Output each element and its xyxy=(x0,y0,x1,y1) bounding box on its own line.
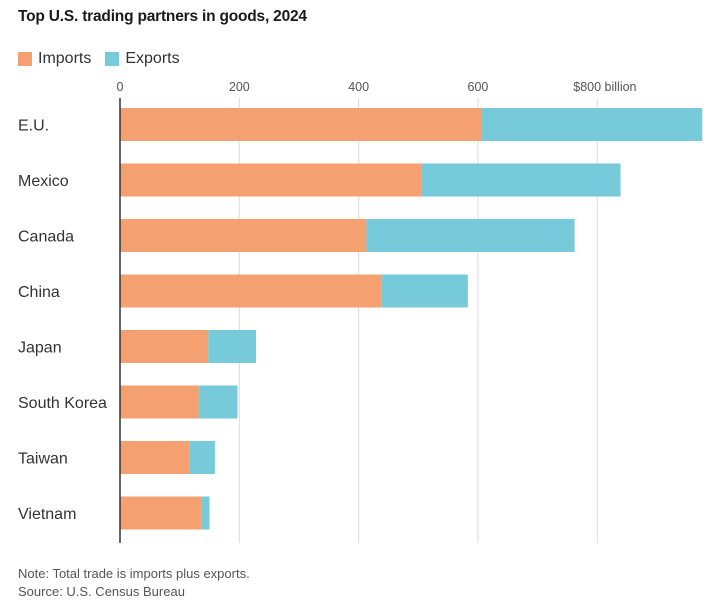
bar-china-imports xyxy=(120,274,382,308)
bar-mexico-imports xyxy=(120,163,422,197)
chart-title: Top U.S. trading partners in goods, 2024 xyxy=(18,8,307,25)
category-label-vietnam: Vietnam xyxy=(18,506,76,523)
x-tick-label-400: 400 xyxy=(348,80,369,94)
legend-item-exports: Exports xyxy=(105,50,180,68)
bar-e-u-exports xyxy=(481,108,703,141)
bar-japan-exports xyxy=(208,330,257,363)
category-label-china: China xyxy=(18,284,60,301)
bar-canada-imports xyxy=(120,219,367,252)
legend-item-imports: Imports xyxy=(18,50,91,68)
chart-source: Source: U.S. Census Bureau xyxy=(18,584,185,599)
category-label-taiwan: Taiwan xyxy=(18,451,68,468)
category-label-canada: Canada xyxy=(18,229,74,246)
x-tick-label-0: 0 xyxy=(117,80,124,94)
category-label-japan: Japan xyxy=(18,340,62,357)
bar-taiwan-imports xyxy=(120,441,190,474)
x-tick-label-800: $800 billion xyxy=(573,80,636,94)
bar-mexico-exports xyxy=(421,163,621,197)
bar-japan-imports xyxy=(120,330,209,363)
legend-swatch-exports xyxy=(105,52,120,66)
bar-canada-exports xyxy=(366,219,575,252)
bar-south-korea-exports xyxy=(198,385,238,419)
legend-swatch-imports xyxy=(18,52,32,66)
category-label-mexico: Mexico xyxy=(18,173,69,190)
x-tick-label-200: 200 xyxy=(229,80,250,94)
x-tick-label-600: 600 xyxy=(468,80,489,94)
chart-legend: Imports Exports xyxy=(18,50,194,68)
bar-vietnam-exports xyxy=(201,496,210,530)
legend-label-imports: Imports xyxy=(38,50,92,67)
chart-note: Note: Total trade is imports plus export… xyxy=(18,566,250,581)
category-label-south-korea: South Korea xyxy=(18,395,107,412)
category-label-e-u: E.U. xyxy=(18,118,49,135)
bar-china-exports xyxy=(381,274,468,308)
bar-chart-plot: 0 200 400 600 $800 billion E.U. Mexico Canada Ch… xyxy=(18,80,703,543)
bar-taiwan-exports xyxy=(189,441,215,474)
bar-south-korea-imports xyxy=(120,385,199,419)
bar-vietnam-imports xyxy=(120,496,202,530)
legend-label-exports: Exports xyxy=(125,50,180,67)
bar-e-u-imports xyxy=(120,108,482,141)
